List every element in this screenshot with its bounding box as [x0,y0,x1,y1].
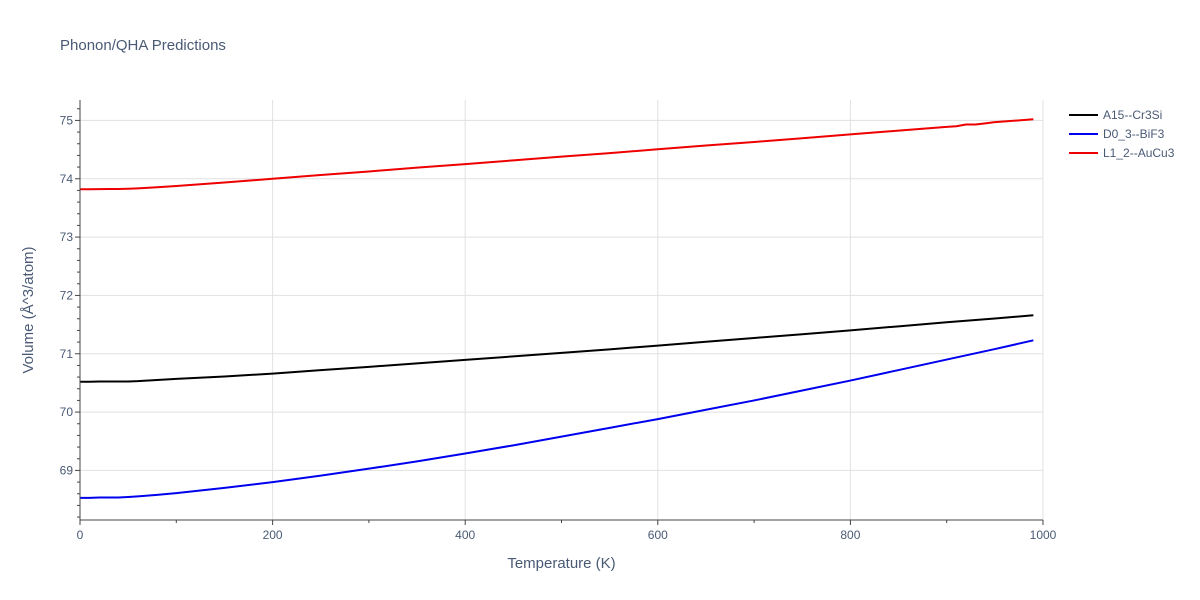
x-tick-label-3: 600 [648,528,668,542]
x-tick-label-1: 200 [263,528,283,542]
series-line-D0_3--BiF3 [80,339,1034,499]
y-tick-label-0: 69 [60,463,74,477]
x-tick-label-4: 800 [840,528,860,542]
y-tick-label-4: 73 [60,230,74,244]
y-tick-label-1: 70 [60,405,74,419]
legend-item-D0_3--BiF3[interactable]: D0_3--BiF3 [1069,127,1165,141]
legend-label: D0_3--BiF3 [1103,127,1165,141]
plot-series [80,118,1034,499]
y-tick-label-5: 74 [60,172,74,186]
legend-item-A15--Cr3Si[interactable]: A15--Cr3Si [1069,108,1162,122]
legend-label: L1_2--AuCu3 [1103,146,1175,160]
series-line-L1_2--AuCu3 [80,118,1034,191]
series-line-A15--Cr3Si [80,314,1034,383]
y-axis-title: Volume (Å^3/atom) [20,246,37,373]
x-tick-label-5: 1000 [1030,528,1057,542]
legend[interactable]: A15--Cr3Si D0_3--BiF3 L1_2--AuCu3 [1069,108,1175,160]
x-tick-label-0: 0 [77,528,84,542]
chart-title: Phonon/QHA Predictions [60,37,226,54]
y-tick-label-6: 75 [60,113,74,127]
legend-label: A15--Cr3Si [1103,108,1162,122]
grid-lines [80,100,1044,520]
x-axis-title: Temperature (K) [507,555,615,572]
y-tick-label-2: 71 [60,347,74,361]
axes: 0 200 400 600 800 1000 69 70 71 72 73 74 75 [60,100,1057,542]
x-tick-label-2: 400 [455,528,475,542]
legend-item-L1_2--AuCu3[interactable]: L1_2--AuCu3 [1069,146,1175,160]
y-tick-label-3: 72 [60,288,74,302]
